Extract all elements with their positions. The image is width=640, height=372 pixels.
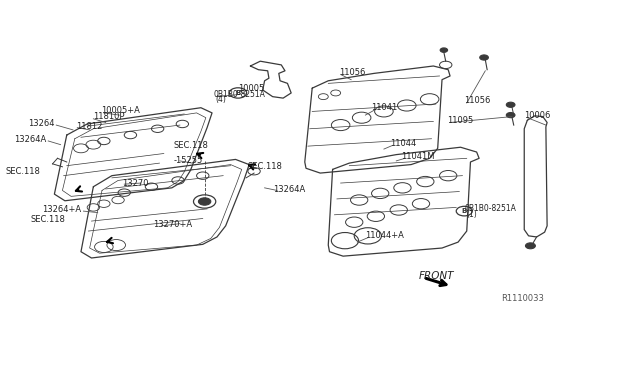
Text: -15255: -15255 bbox=[173, 155, 203, 165]
Text: 11812: 11812 bbox=[76, 122, 102, 131]
Text: B: B bbox=[461, 208, 467, 214]
Text: 0B1B0-8251A: 0B1B0-8251A bbox=[464, 204, 516, 214]
Circle shape bbox=[506, 112, 515, 118]
Text: B: B bbox=[236, 90, 241, 96]
Text: 10005+A: 10005+A bbox=[100, 106, 140, 115]
Circle shape bbox=[525, 243, 536, 249]
Text: 11041M: 11041M bbox=[401, 152, 434, 161]
Text: 0B1B0-8251A: 0B1B0-8251A bbox=[213, 90, 265, 99]
Text: SEC.118: SEC.118 bbox=[248, 162, 283, 171]
Text: 11810P: 11810P bbox=[93, 112, 125, 121]
Text: 11044: 11044 bbox=[390, 139, 417, 148]
Text: 13264+A: 13264+A bbox=[42, 205, 81, 215]
Text: 11044+A: 11044+A bbox=[365, 231, 404, 240]
Text: FRONT: FRONT bbox=[419, 272, 454, 282]
Circle shape bbox=[506, 102, 515, 108]
Text: R1110033: R1110033 bbox=[501, 294, 544, 303]
Text: 11041: 11041 bbox=[372, 103, 398, 112]
Text: 13270+A: 13270+A bbox=[154, 220, 193, 229]
Circle shape bbox=[440, 48, 447, 52]
Circle shape bbox=[198, 198, 211, 205]
Text: SEC.118: SEC.118 bbox=[30, 215, 65, 224]
Text: 13264A: 13264A bbox=[273, 185, 305, 194]
Text: (1): (1) bbox=[467, 209, 477, 219]
Text: 11095: 11095 bbox=[447, 116, 473, 125]
Text: SEC.118: SEC.118 bbox=[5, 167, 40, 176]
Text: 10005: 10005 bbox=[238, 84, 264, 93]
Text: 13270: 13270 bbox=[122, 179, 149, 187]
Text: 11056: 11056 bbox=[339, 68, 365, 77]
Text: 10006: 10006 bbox=[524, 110, 550, 120]
Text: 11056: 11056 bbox=[464, 96, 491, 105]
Text: SEC.118: SEC.118 bbox=[173, 141, 209, 150]
Text: (4): (4) bbox=[215, 95, 226, 104]
Circle shape bbox=[480, 55, 488, 60]
Text: 13264: 13264 bbox=[28, 119, 54, 128]
Text: 13264A: 13264A bbox=[14, 135, 46, 144]
